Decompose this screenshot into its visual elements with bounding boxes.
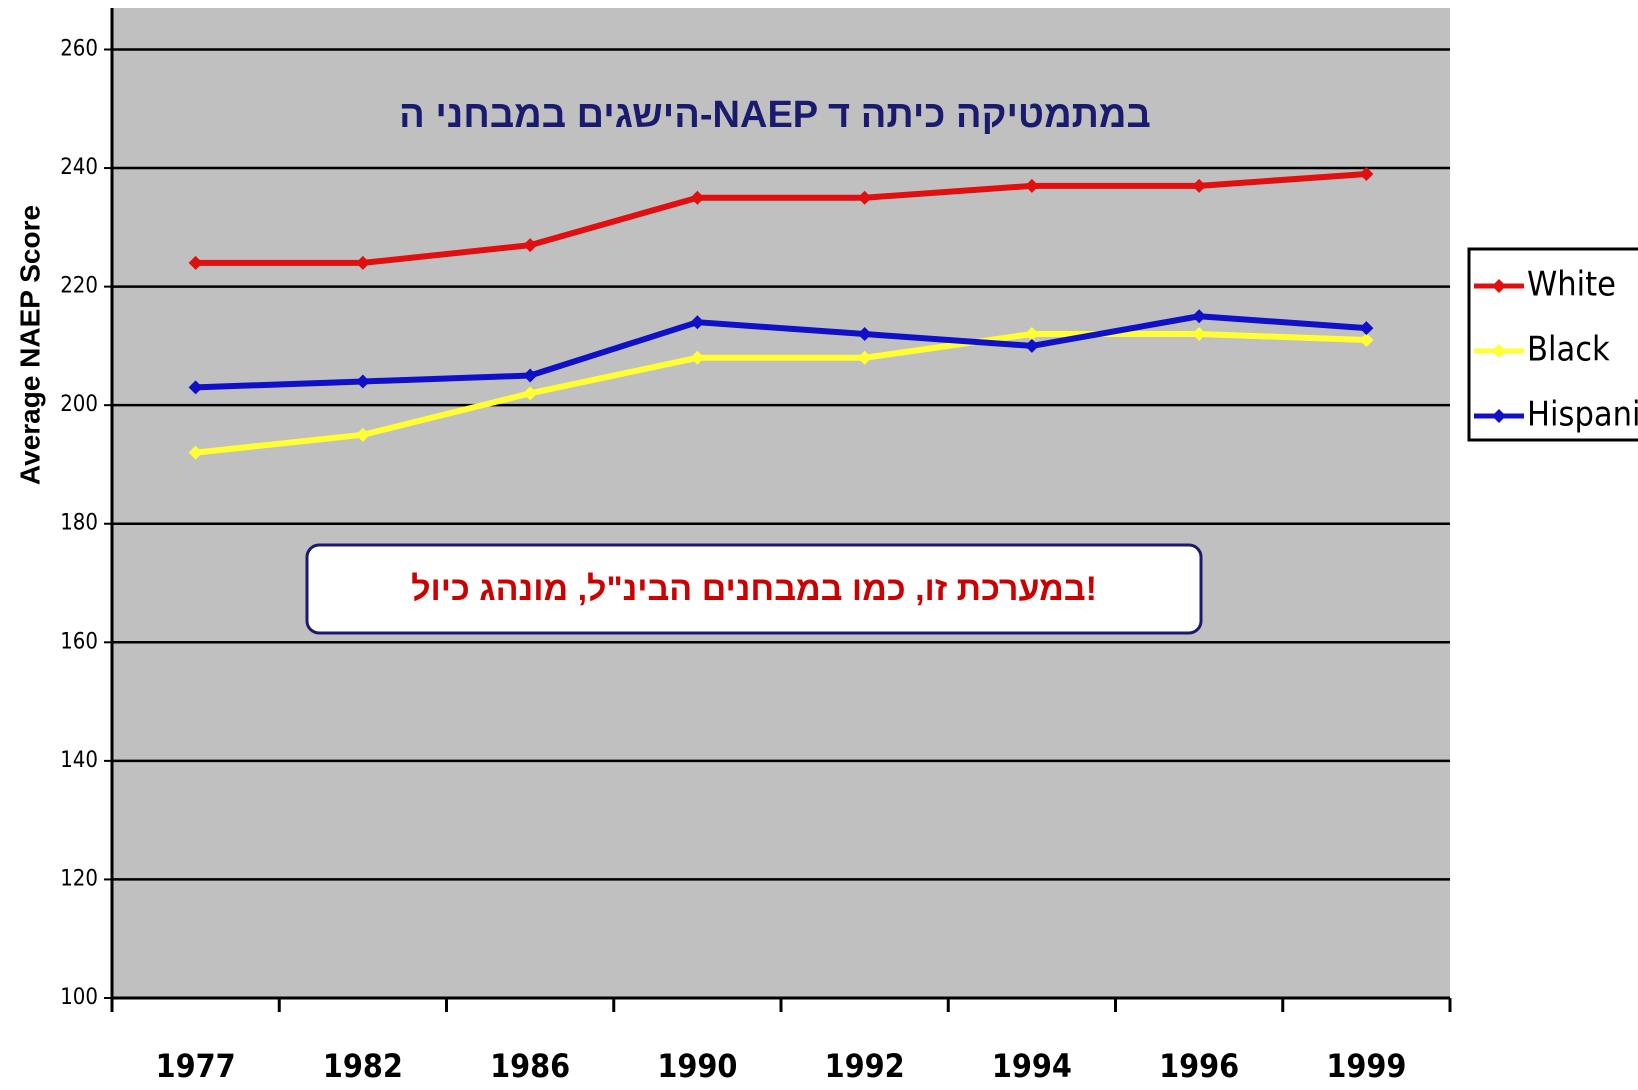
series-line — [195, 313, 1367, 391]
legend-marker — [1492, 279, 1506, 293]
data-point — [355, 374, 370, 389]
legend-marker — [1492, 344, 1506, 358]
y-tick-label: 160 — [60, 629, 98, 654]
series-line — [195, 331, 1367, 456]
data-point — [1024, 178, 1039, 193]
legend-label: Hispanic — [1527, 395, 1638, 435]
data-point — [857, 190, 872, 205]
data-point — [690, 315, 705, 330]
plot-area — [112, 8, 1450, 998]
data-point — [523, 368, 538, 383]
annotation-box — [305, 543, 1203, 635]
x-tick-label: 1994 — [992, 1047, 1072, 1085]
y-tick-label: 200 — [60, 392, 98, 417]
legend-box — [1467, 247, 1638, 442]
y-tick-label: 120 — [60, 866, 98, 891]
data-point — [690, 190, 705, 205]
data-point — [1359, 332, 1374, 347]
data-point — [1192, 178, 1207, 193]
legend-label: White — [1527, 265, 1616, 305]
y-tick-label: 140 — [60, 748, 98, 773]
x-tick-label: 1977 — [156, 1047, 236, 1085]
data-point — [1024, 338, 1039, 353]
y-tick-label: 100 — [60, 985, 98, 1010]
data-point — [188, 255, 203, 270]
data-point — [857, 350, 872, 365]
data-point — [1359, 166, 1374, 181]
y-tick-label: 180 — [60, 511, 98, 536]
y-tick-label: 220 — [60, 274, 98, 299]
x-tick-label: 1999 — [1326, 1047, 1406, 1085]
legend-label: Black — [1527, 330, 1610, 370]
x-tick-label: 1992 — [825, 1047, 905, 1085]
data-point — [1359, 321, 1374, 336]
series-line — [195, 170, 1367, 266]
data-point — [523, 386, 538, 401]
data-point — [690, 350, 705, 365]
x-tick-label: 1990 — [657, 1047, 737, 1085]
legend-marker — [1492, 409, 1506, 423]
data-point — [857, 327, 872, 342]
data-point — [1192, 327, 1207, 342]
data-point — [188, 380, 203, 395]
x-tick-label: 1986 — [490, 1047, 570, 1085]
data-point — [188, 445, 203, 460]
x-tick-label: 1996 — [1159, 1047, 1239, 1085]
x-tick-label: 1982 — [323, 1047, 403, 1085]
annotation: במערכת זו, כמו במבחנים הבינ"ל, מונהג כיו… — [411, 570, 1097, 608]
y-tick-label: 240 — [60, 155, 98, 180]
data-point — [355, 427, 370, 442]
data-point — [523, 238, 538, 253]
y-axis-label: Average NAEP Score — [14, 205, 45, 485]
data-point — [1192, 309, 1207, 324]
data-point — [1024, 327, 1039, 342]
chart-title: הישגים במבחני ה-NAEP במתמטיקה כיתה ד — [399, 94, 1151, 136]
data-point — [355, 255, 370, 270]
y-tick-label: 260 — [60, 36, 98, 61]
